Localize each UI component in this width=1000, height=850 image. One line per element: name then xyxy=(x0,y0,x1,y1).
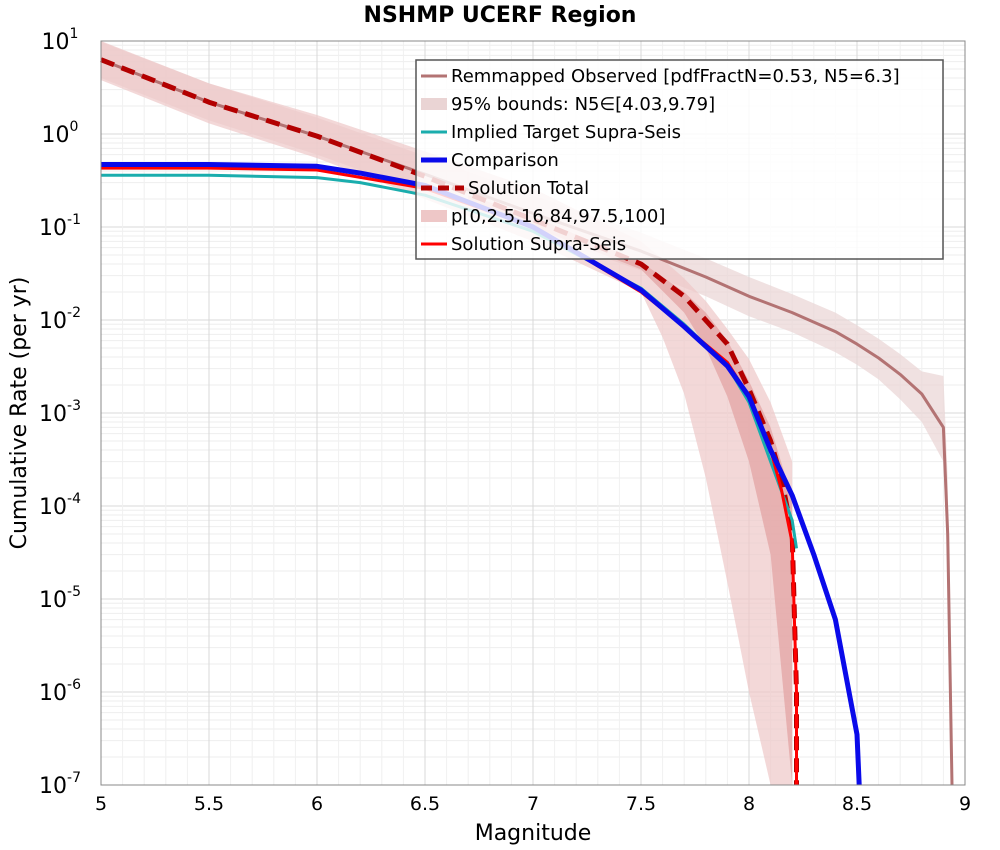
x-tick-label: 8 xyxy=(743,793,755,815)
x-tick-label: 7 xyxy=(527,793,539,815)
series-lines xyxy=(100,57,954,786)
x-axis-label: Magnitude xyxy=(475,821,592,846)
legend-label: Remmapped Observed [pdfFractN=0.53, N5=6… xyxy=(451,66,900,87)
band-2 xyxy=(468,195,793,785)
y-axis-ticks: 101 100 10-1 10-2 10-3 10-4 10-5 10-6 10-7 xyxy=(39,26,81,799)
x-tick-label: 9 xyxy=(959,793,971,815)
y-tick-label: 10-5 xyxy=(39,584,81,613)
x-tick-label: 5 xyxy=(95,793,107,815)
legend-swatch xyxy=(421,210,447,222)
y-tick-label: 10-3 xyxy=(39,398,81,427)
y-tick-label: 10-2 xyxy=(39,305,81,334)
x-tick-label: 5.5 xyxy=(194,793,224,815)
y-tick-label: 10-4 xyxy=(39,491,81,520)
y-tick-label: 10-6 xyxy=(39,677,81,706)
legend: Remmapped Observed [pdfFractN=0.53, N5=6… xyxy=(415,59,944,260)
legend-label: Implied Target Supra-Seis xyxy=(451,122,681,143)
x-tick-label: 6.5 xyxy=(410,793,440,815)
plot-frame xyxy=(100,40,966,786)
y-tick-label: 100 xyxy=(42,119,79,148)
x-tick-label: 7.5 xyxy=(626,793,656,815)
x-tick-label: 8.5 xyxy=(842,793,872,815)
series-line-4 xyxy=(101,162,862,786)
legend-label: Solution Supra-Seis xyxy=(451,234,626,255)
chart-title: NSHMP UCERF Region xyxy=(364,3,637,28)
y-tick-label: 10-1 xyxy=(39,212,81,241)
y-tick-label: 10-7 xyxy=(39,770,81,799)
x-tick-label: 6 xyxy=(311,793,323,815)
x-axis-ticks: 5 5.5 6 6.5 7 7.5 8 8.5 9 xyxy=(95,793,971,815)
legend-label: Solution Total xyxy=(468,178,589,199)
legend-label: p[0,2.5,16,84,97.5,100] xyxy=(451,206,665,227)
legend-swatch xyxy=(421,98,447,110)
legend-box xyxy=(415,59,944,260)
y-axis-label: Cumulative Rate (per yr) xyxy=(7,277,32,550)
legend-label: 95% bounds: N5∈[4.03,9.79] xyxy=(451,94,715,115)
series-line-1 xyxy=(100,57,799,785)
legend-label: Comparison xyxy=(451,150,559,171)
y-tick-label: 101 xyxy=(42,26,79,55)
series-line-0 xyxy=(100,58,954,786)
